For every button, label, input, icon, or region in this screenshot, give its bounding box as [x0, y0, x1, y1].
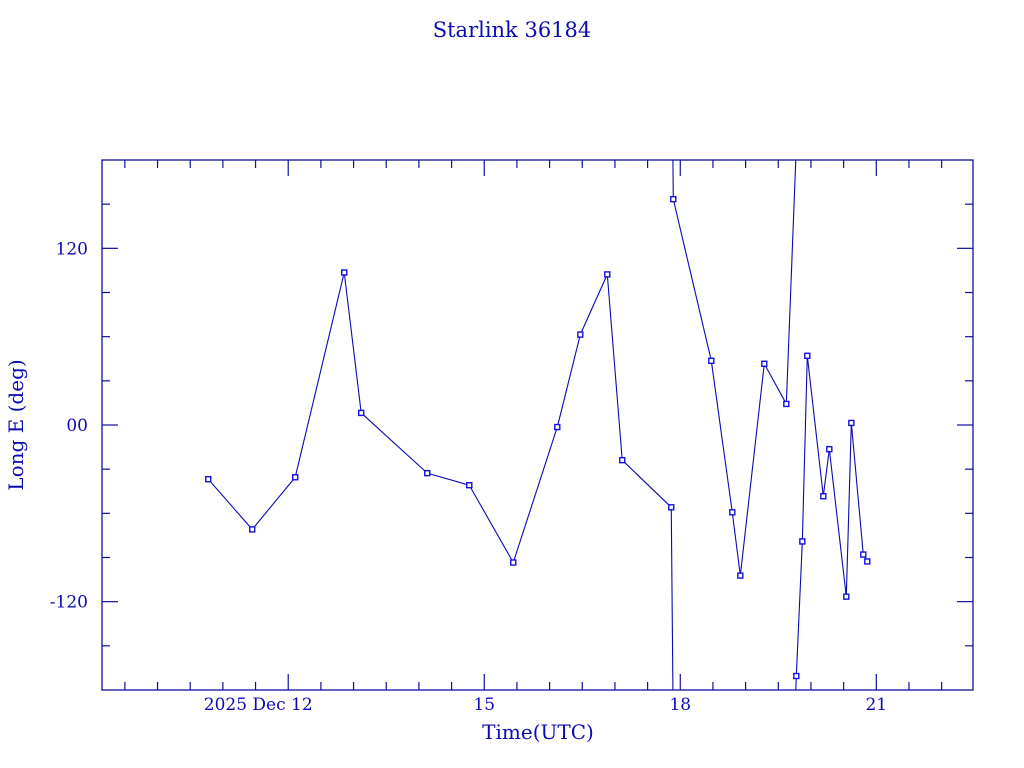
- x-tick-labels: 2025 Dec 12 15 18 21: [204, 695, 887, 715]
- series-segment: [207, 478, 253, 530]
- series-segment: [468, 484, 514, 563]
- series-segment: [606, 274, 623, 461]
- series-segment: [763, 363, 787, 405]
- data-point: [848, 419, 855, 427]
- data-point: [860, 551, 867, 558]
- series-segment: [795, 541, 803, 677]
- data-point: [737, 572, 744, 579]
- data-point: [729, 509, 736, 516]
- series-segment: [822, 449, 830, 497]
- series-segment: [556, 334, 581, 428]
- x-axis-label: Time(UTC): [482, 720, 594, 744]
- series-segment: [579, 274, 608, 335]
- chart-title: Starlink 36184: [433, 18, 592, 42]
- series-segment: [343, 272, 362, 413]
- x-tick-label: 15: [473, 695, 495, 715]
- data-point: [510, 559, 517, 566]
- data-point: [424, 469, 431, 477]
- data-point: [826, 445, 833, 453]
- data-point: [604, 271, 611, 278]
- series-segment: [670, 507, 674, 691]
- series-segment: [294, 272, 345, 478]
- y-axis-label: Long E (deg): [4, 359, 28, 490]
- y-tick-labels: 120 00 -120: [50, 239, 88, 612]
- data-point: [783, 400, 790, 408]
- data-point: [708, 357, 715, 365]
- data-point: [554, 423, 561, 431]
- series-segment: [801, 355, 808, 542]
- axis-ticks: [102, 160, 973, 690]
- longitude-series: [205, 159, 871, 691]
- series-segment: [710, 360, 733, 513]
- data-point: [358, 409, 365, 417]
- data-point: [820, 493, 827, 500]
- data-point: [799, 538, 806, 545]
- data-point: [341, 269, 348, 276]
- plot-frame: [101, 159, 974, 691]
- data-point: [864, 558, 871, 565]
- data-point: [761, 360, 768, 367]
- y-tick-label: 00: [66, 416, 88, 436]
- data-point: [843, 593, 850, 600]
- series-segment: [845, 422, 852, 597]
- series-segment: [731, 512, 741, 576]
- data-point: [205, 475, 212, 483]
- x-tick-label: 21: [865, 695, 887, 715]
- series-segment: [850, 422, 864, 555]
- series-segment: [828, 449, 847, 597]
- series-segment: [512, 426, 558, 563]
- series-segment: [806, 355, 824, 497]
- x-tick-label: 2025 Dec 12: [204, 695, 313, 715]
- x-tick-label: 18: [669, 695, 691, 715]
- data-point: [668, 504, 675, 511]
- series-segment: [360, 412, 428, 474]
- data-point: [804, 352, 811, 360]
- data-point: [577, 331, 584, 338]
- series-segment: [672, 199, 712, 361]
- y-tick-label: -120: [50, 593, 88, 613]
- series-segment: [785, 159, 797, 404]
- data-point: [793, 672, 800, 680]
- data-point: [619, 456, 626, 464]
- series-segment: [427, 472, 470, 486]
- series-segment: [621, 459, 672, 508]
- data-point: [466, 482, 473, 489]
- data-point: [292, 474, 299, 481]
- data-point: [249, 526, 256, 533]
- series-segment: [251, 476, 296, 530]
- y-tick-label: 120: [56, 239, 88, 259]
- series-segment: [739, 363, 765, 576]
- data-point: [670, 195, 677, 203]
